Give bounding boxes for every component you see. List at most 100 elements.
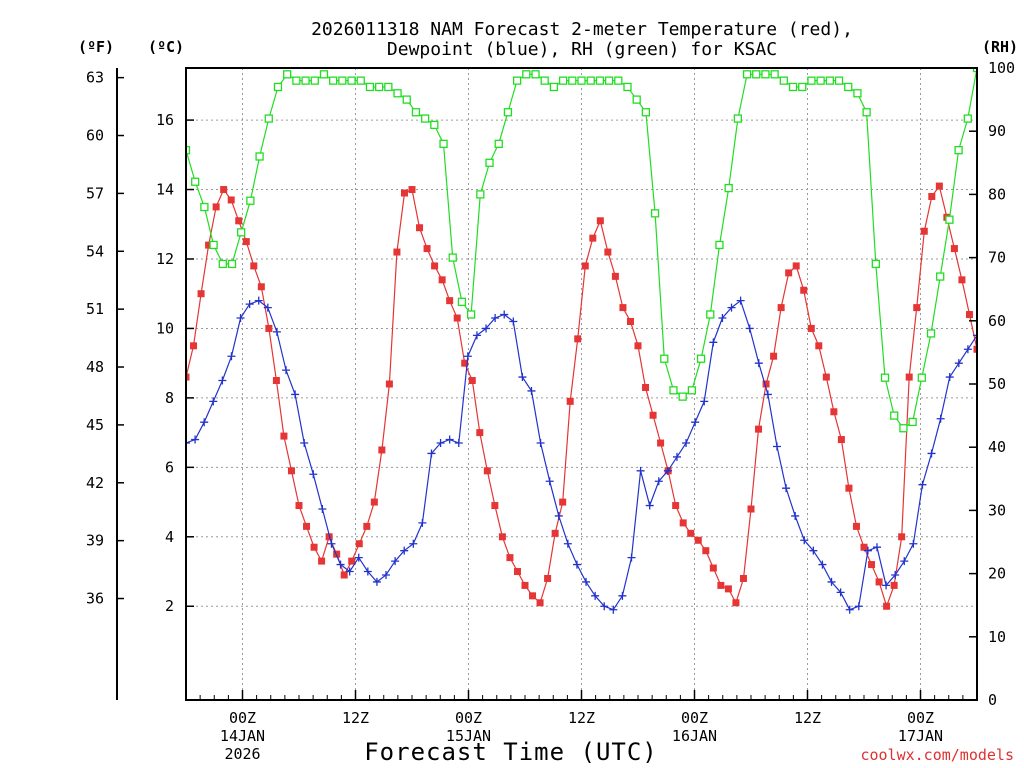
fahrenheit-tick-label: 45 [86,416,104,434]
dewpoint-point [327,539,336,548]
rh-point [936,272,945,281]
rh-point [807,76,816,85]
rh-point [715,240,724,250]
rh-point [476,190,485,199]
rh-point [871,259,880,269]
dewpoint-point [927,449,936,458]
rh-point [963,114,972,123]
fahrenheit-tick-label: 57 [86,184,104,202]
rh-point [834,76,844,85]
rh-point [457,297,467,306]
rh-point [494,139,503,148]
dewpoint-point [436,439,445,448]
temperature-point [875,578,883,586]
rh-point [430,120,439,130]
fahrenheit-tick-label: 60 [86,127,104,145]
temperature-point [468,377,476,385]
rh-tick-label: 100 [988,59,1015,77]
rh-point [503,108,513,117]
dewpoint-point [509,317,518,326]
temperature-point [227,196,235,204]
dewpoint-point [654,477,663,486]
temperature-point [348,557,356,565]
rh-point [218,259,227,269]
dewpoint-point [400,546,409,555]
temperature-point [581,262,589,270]
rh-point [586,76,595,85]
temperature-point [378,446,386,454]
dewpoint-point [418,518,427,527]
fahrenheit-unit-label: (ºF) [78,38,114,56]
dewpoint-point [354,553,363,562]
x-tick-label: 00Z [907,709,934,727]
dewpoint-point [282,366,291,375]
dewpoint-point [263,303,272,312]
x-tick-label: 00Z [681,709,708,727]
celsius-tick-label: 6 [165,458,174,476]
dewpoint-point [754,359,763,368]
temperature-point [355,540,363,548]
temperature-point [498,533,506,541]
rh-point [301,76,310,85]
rh-point [420,114,430,123]
dewpoint-point [482,324,491,333]
rh-point [568,76,577,85]
temperature-point [340,571,348,579]
temperature-point [792,262,800,270]
temperature-point [755,425,763,433]
dewpoint-point [254,296,263,305]
dewpoint-point [545,477,554,486]
temperature-point [800,286,808,294]
temperature-point [280,432,288,440]
rh-tick-label: 50 [988,375,1006,393]
temperature-point [807,324,815,332]
dewpoint-point [891,570,900,579]
temperature-point [529,592,537,600]
dewpoint-point [554,511,563,520]
celsius-tick-label: 12 [156,250,174,268]
temperature-point [287,467,295,475]
dewpoint-point [609,605,618,614]
temperature-point [777,304,785,312]
dewpoint-point [872,543,881,552]
rh-point [917,373,926,382]
x-tick-label: 12Z [568,709,595,727]
dewpoint-point [618,591,627,600]
rh-point [283,70,292,79]
rh-point [926,329,936,338]
rh-point [200,202,209,212]
temperature-point [521,581,529,589]
rh-point [604,76,614,85]
dewpoint-point [973,331,977,340]
dewpoint-point [800,536,809,545]
rh-tick-label: 30 [988,501,1006,519]
dewpoint-point [718,314,727,323]
temperature-point [920,227,928,235]
rh-point [402,95,411,104]
temperature-point [830,408,838,416]
temperature-point [566,397,574,405]
temperature-point [431,262,439,270]
dewpoint-point [727,303,736,312]
x-tick-label: 12Z [342,709,369,727]
rh-point [678,392,687,401]
temperature-point [717,581,725,589]
dewpoint-point [745,324,754,333]
rh-point [890,411,899,420]
x-tick-label: 12Z [794,709,821,727]
x-tick-year-label: 2026 [224,745,260,763]
temperature-point [423,245,431,253]
temperature-point [250,262,258,270]
dewpoint-point [463,352,472,361]
temperature-point [190,342,198,350]
rh-point [558,76,568,85]
dewpoint-point [382,570,391,579]
rh-point [329,76,338,85]
dewpoint-point [563,539,572,548]
rh-point [227,259,237,269]
temperature-point [604,248,612,256]
dewpoint-point [427,449,436,458]
rh-point [237,228,246,237]
fahrenheit-tick-label: 39 [86,532,104,550]
temperature-point [709,564,717,572]
